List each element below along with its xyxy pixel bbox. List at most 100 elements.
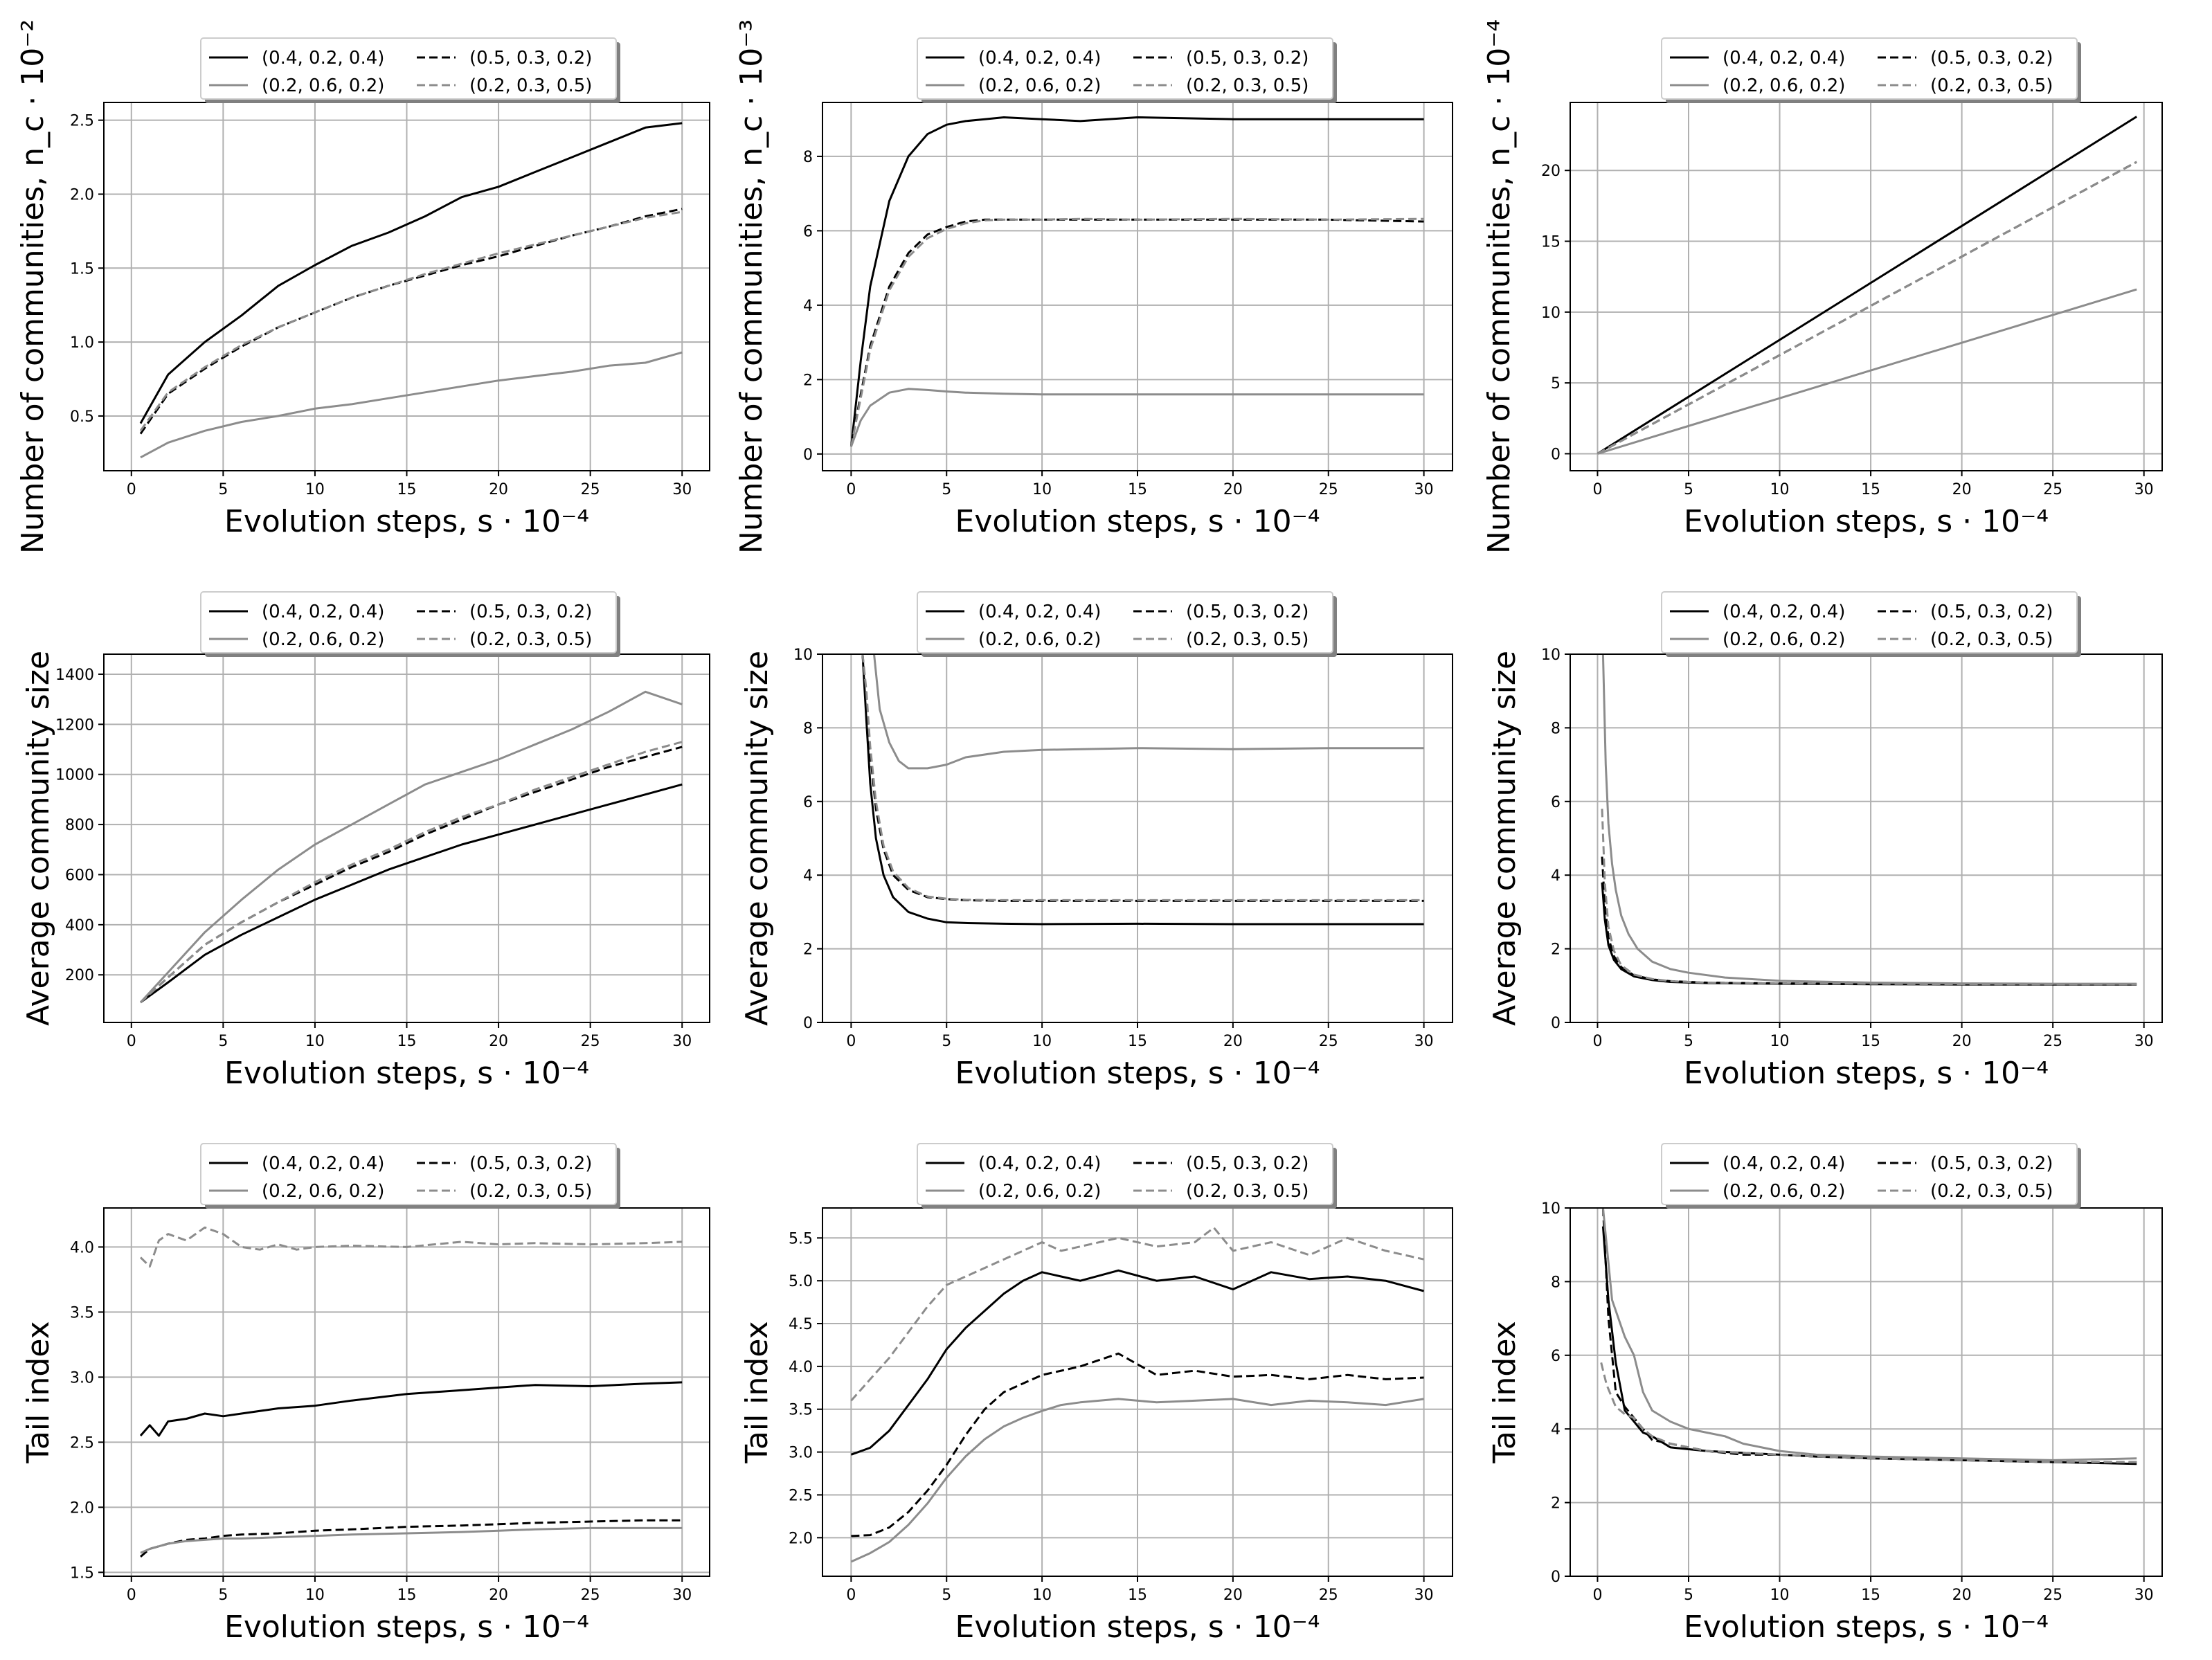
x-tick-label: 25 <box>1319 1587 1338 1604</box>
grid <box>822 102 1453 471</box>
legend-box <box>200 591 617 653</box>
y-tick-label: 4 <box>803 298 813 315</box>
chart-panel-1: 0 5 10 15 20 25 30 0.5 1.0 1.5 2.0 2.5 Evolution ste… <box>15 19 710 554</box>
legend-entry-label: (0.4, 0.2, 0.4) <box>1723 48 1845 69</box>
legend: (0.4, 0.2, 0.4) (0.2, 0.6, 0.2) (0.5, 0.3,… <box>917 1143 1337 1209</box>
legend-entry-label: (0.2, 0.6, 0.2) <box>1723 75 1845 96</box>
y-tick-label: 0.5 <box>70 408 94 426</box>
x-tick-label: 10 <box>1032 1587 1052 1604</box>
x-tick-label: 20 <box>1952 481 1972 498</box>
legend-entry-label: (0.4, 0.2, 0.4) <box>978 48 1101 69</box>
series-group <box>139 1226 683 1558</box>
chart-panel-8: 0 5 10 15 20 25 30 2.0 2.5 3.0 3.5 4.0 4.5 5.0 5.5 Evol… <box>739 1143 1453 1645</box>
y-tick-label: 3.0 <box>789 1445 813 1462</box>
y-tick-label: 10 <box>1541 305 1561 322</box>
x-tick-label: 5 <box>1684 1587 1693 1604</box>
x-axis-label: Evolution steps, s · 10⁻⁴ <box>955 504 1320 539</box>
y-tick-label: 4.5 <box>789 1316 813 1333</box>
x-tick-label: 30 <box>672 481 692 498</box>
y-tick-label: 6 <box>1551 794 1561 811</box>
x-tick-label: 20 <box>1952 1033 1972 1050</box>
legend-entry-label: (0.2, 0.3, 0.5) <box>469 1181 592 1202</box>
y-tick-label: 1400 <box>55 667 94 684</box>
series-line-0-2-0-3-0-5 <box>139 1226 683 1268</box>
legend-entry-label: (0.2, 0.3, 0.5) <box>1186 75 1309 96</box>
x-tick-label: 25 <box>2043 1587 2062 1604</box>
y-tick-label: 4.0 <box>789 1359 813 1376</box>
x-tick-label: 5 <box>218 481 228 498</box>
x-axis-label: Evolution steps, s · 10⁻⁴ <box>955 1609 1320 1645</box>
chart-panel-4: 0 5 10 15 20 25 30 200 400 600 800 1000 1200 1400 Evol… <box>21 591 710 1091</box>
series-line-0-2-0-6-0-2 <box>140 351 683 459</box>
x-axis-label: Evolution steps, s · 10⁻⁴ <box>224 1609 589 1645</box>
series-line-0-2-0-6-0-2 <box>140 1526 683 1554</box>
x-tick-label: 5 <box>218 1033 228 1050</box>
x-axis-label: Evolution steps, s · 10⁻⁴ <box>955 1056 1320 1091</box>
legend-box <box>200 1143 617 1205</box>
x-tick-label: 10 <box>1032 1033 1052 1050</box>
series-line-0-5-0-3-0-2 <box>139 208 683 435</box>
series-line-0-2-0-3-0-5 <box>139 210 683 432</box>
legend-entry-label: (0.2, 0.6, 0.2) <box>978 1181 1101 1202</box>
grid <box>1570 102 2162 471</box>
y-axis-label: Number of communities, n_c · 10⁻⁴ <box>1482 19 1517 554</box>
x-tick-label: 25 <box>1319 481 1338 498</box>
legend-entry-label: (0.5, 0.3, 0.2) <box>1186 48 1309 69</box>
y-tick-label: 10 <box>1541 647 1561 664</box>
chart-panel-2: 0 5 10 15 20 25 30 0 2 4 6 8 Evolution steps, s · 10… <box>734 19 1453 554</box>
y-tick-label: 2.5 <box>70 113 94 130</box>
legend-entry-label: (0.5, 0.3, 0.2) <box>1930 1153 2053 1174</box>
x-tick-label: 10 <box>1770 1033 1790 1050</box>
x-tick-label: 10 <box>305 481 325 498</box>
y-axis-label: Tail index <box>21 1321 56 1463</box>
x-tick-label: 10 <box>305 1587 325 1604</box>
series-line-0-2-0-6-0-2 <box>849 388 1424 447</box>
legend-box <box>917 591 1333 653</box>
legend: (0.4, 0.2, 0.4) (0.2, 0.6, 0.2) (0.5, 0.3,… <box>1661 37 2081 103</box>
y-tick-label: 2.0 <box>70 1499 94 1517</box>
chart-panel-9: 0 5 10 15 20 25 30 0 2 4 6 8 10 Evolution steps, s · … <box>1487 1143 2163 1645</box>
x-tick-label: 30 <box>1414 1033 1434 1050</box>
legend-box <box>1661 37 2078 100</box>
series-line-0-2-0-6-0-2 <box>139 690 683 1004</box>
plot-frame <box>1570 1207 2163 1577</box>
y-tick-label: 8 <box>803 720 813 737</box>
chart-panel-3: 0 5 10 15 20 25 30 0 5 10 15 20 Evolution steps, s ·… <box>1482 19 2163 554</box>
series-line-0-4-0-2-0-4 <box>140 783 683 1004</box>
plot-frame <box>1570 653 2163 1023</box>
x-tick-label: 10 <box>305 1033 325 1050</box>
y-axis-label: Average community size <box>739 651 775 1026</box>
legend-entry-label: (0.4, 0.2, 0.4) <box>1723 602 1845 622</box>
legend: (0.4, 0.2, 0.4) (0.2, 0.6, 0.2) (0.5, 0.3,… <box>200 591 620 657</box>
series-group <box>139 690 683 1004</box>
x-tick-label: 0 <box>1592 1587 1602 1604</box>
series-line-0-2-0-3-0-5 <box>1600 1362 2137 1463</box>
series-line-0-5-0-3-0-2 <box>851 1352 1424 1537</box>
grid <box>1570 1207 2162 1577</box>
legend-entry-label: (0.2, 0.6, 0.2) <box>1723 629 1845 650</box>
grid <box>104 102 710 471</box>
y-tick-label: 1200 <box>55 716 94 734</box>
x-tick-label: 15 <box>1861 1033 1880 1050</box>
y-axis-label: Average community size <box>1487 651 1522 1026</box>
series-line-0-2-0-6-0-2 <box>873 654 1424 770</box>
x-axis-label: Evolution steps, s · 10⁻⁴ <box>1684 504 2049 539</box>
y-tick-label: 0 <box>1551 446 1561 463</box>
x-tick-label: 15 <box>397 1587 417 1604</box>
x-tick-label: 15 <box>1861 481 1880 498</box>
series-line-0-4-0-2-0-4 <box>861 654 1424 926</box>
x-tick-label: 0 <box>846 1587 856 1604</box>
legend-box <box>1661 1143 2078 1205</box>
series-line-0-2-0-3-0-5 <box>1601 809 2137 986</box>
series-group <box>861 654 1424 926</box>
x-tick-label: 10 <box>1032 481 1052 498</box>
x-tick-label: 30 <box>1414 481 1434 498</box>
x-tick-label: 30 <box>2134 1033 2154 1050</box>
y-tick-label: 6 <box>803 794 813 811</box>
y-tick-label: 2.0 <box>789 1530 813 1547</box>
x-tick-label: 10 <box>1770 481 1790 498</box>
x-tick-label: 30 <box>672 1587 692 1604</box>
series-group <box>1600 1208 2137 1465</box>
series-group <box>1597 116 2137 455</box>
chart-panel-7: 0 5 10 15 20 25 30 1.5 2.0 2.5 3.0 3.5 4.0 Evolution … <box>21 1143 710 1645</box>
